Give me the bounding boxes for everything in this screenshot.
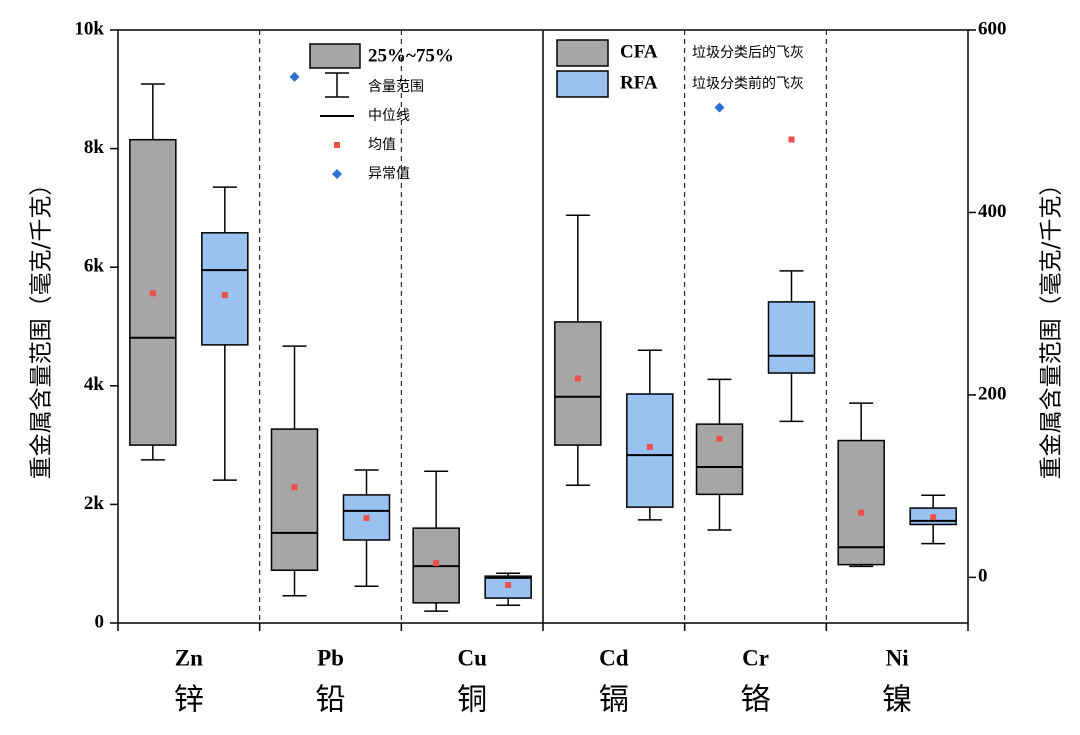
box (270, 428, 319, 571)
legend-label: 含量范围 (368, 78, 424, 95)
legend-swatch (556, 39, 609, 67)
box (767, 301, 816, 374)
legend-box (309, 43, 361, 69)
tick-label: 2k (84, 493, 105, 514)
mean (574, 375, 581, 382)
mean (858, 509, 865, 516)
x-tick-label-cn: 铬 (741, 683, 771, 718)
legend-label: RFA (620, 72, 658, 93)
legend-label: 25%~75% (368, 45, 454, 66)
x-tick-label: Cr (742, 645, 769, 670)
mean (716, 435, 723, 442)
x-tick-label: Zn (175, 645, 203, 670)
x-tick-label: Cu (457, 645, 487, 670)
legend-label: CFA (620, 41, 658, 62)
legend-label: 均值 (368, 137, 396, 153)
legend-whisker (325, 72, 349, 98)
mean (646, 443, 653, 450)
x-tick-label: Pb (317, 645, 344, 670)
tick-label: 0 (978, 566, 988, 587)
mean (221, 292, 228, 299)
tick-label: 8k (84, 137, 105, 158)
y2-axis-label: 重金属含量范围（毫克/千克） (1039, 173, 1065, 480)
box (626, 393, 674, 508)
x-tick-label: Ni (886, 645, 910, 670)
tick-label: 6k (84, 256, 105, 277)
mean (149, 290, 156, 297)
mean (505, 582, 512, 589)
mean (433, 560, 440, 567)
x-tick-label-cn: 铜 (457, 683, 487, 718)
legend-outlier (332, 169, 342, 179)
outlier (289, 71, 300, 82)
tick-label: 4k (84, 374, 105, 395)
plot-frame (117, 29, 969, 624)
mean (930, 514, 937, 521)
legend-label: 异常值 (368, 166, 410, 182)
legend-description: 垃圾分类前的飞灰 (692, 75, 804, 92)
mean (788, 136, 795, 143)
legend-label: 中位线 (368, 108, 410, 124)
x-tick-label-cn: 铅 (316, 683, 346, 718)
tick-label: 10k (74, 18, 104, 39)
x-tick-label-cn: 镍 (882, 683, 912, 718)
mean (291, 484, 298, 491)
box (695, 423, 744, 496)
y-axis-label: 重金属含量范围（毫克/千克） (29, 173, 55, 480)
tick-label: 0 (95, 611, 105, 632)
x-tick-label: Cd (599, 645, 629, 670)
legend-swatch (556, 70, 609, 98)
box (554, 321, 602, 446)
mean (363, 515, 370, 522)
tick-label: 400 (978, 201, 1007, 222)
box (837, 439, 885, 566)
tick-label: 200 (978, 383, 1007, 404)
legend-mean (334, 142, 340, 148)
box (201, 232, 249, 346)
x-tick-label-cn: 锌 (174, 683, 204, 718)
outlier (714, 102, 725, 113)
x-tick-label-cn: 镉 (599, 683, 629, 718)
legend-description: 垃圾分类后的飞灰 (692, 45, 804, 61)
tick-label: 600 (978, 18, 1007, 39)
